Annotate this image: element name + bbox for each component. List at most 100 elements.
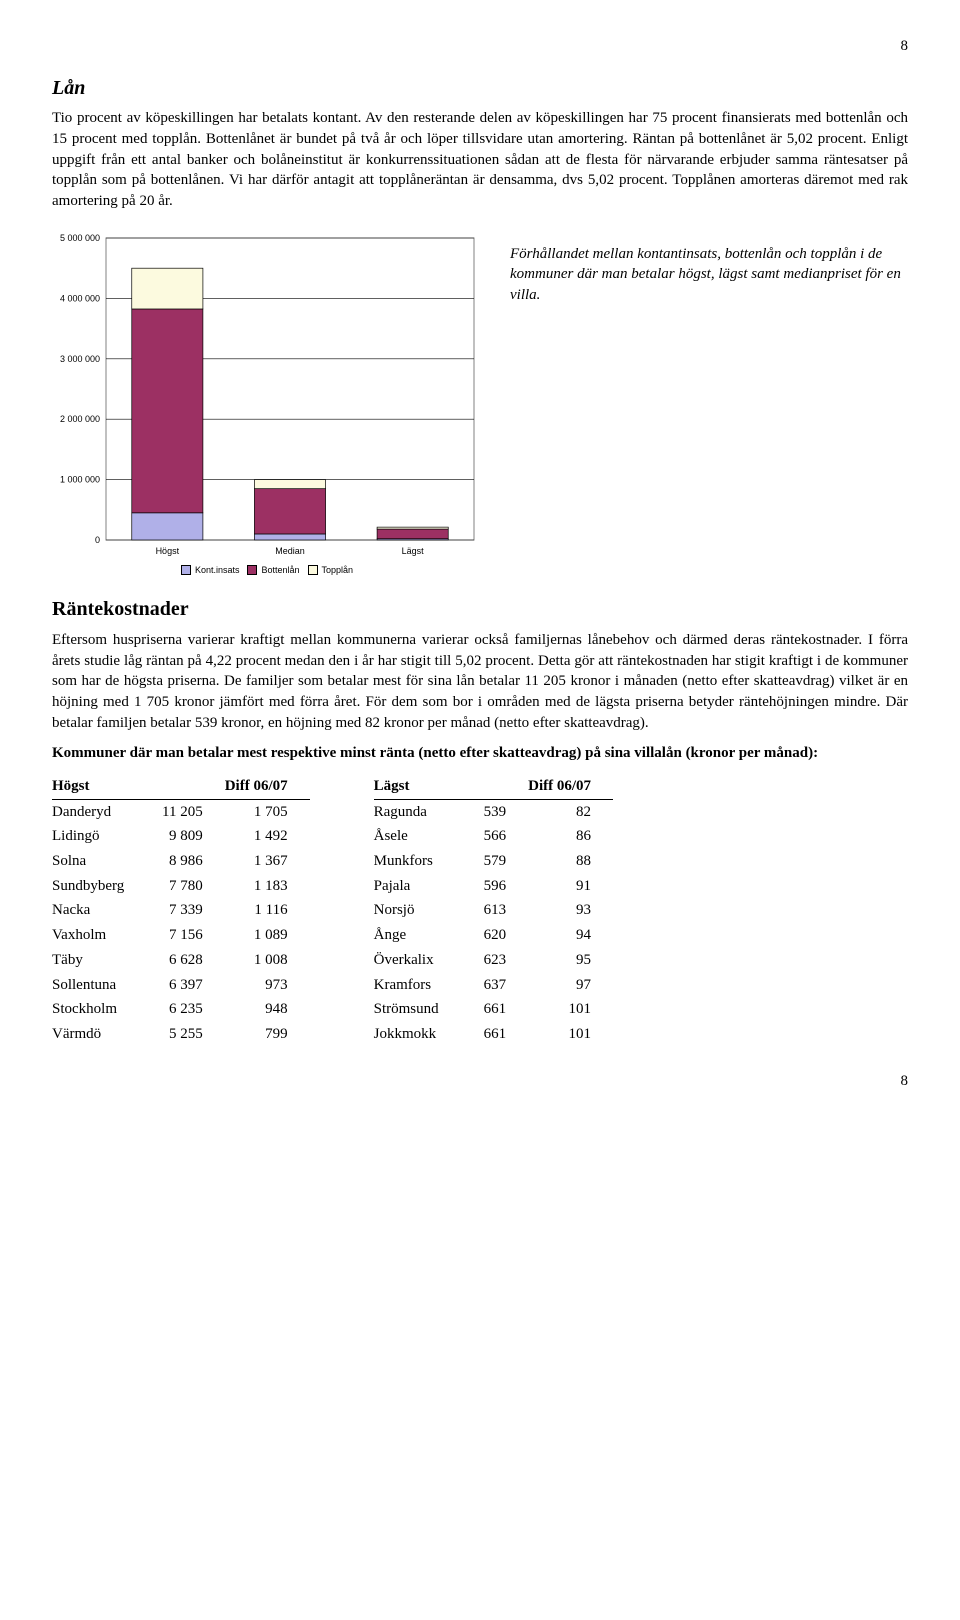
table-cell: 5 255: [162, 1022, 225, 1047]
table-header: Lägst: [374, 774, 484, 799]
section-body-lan: Tio procent av köpeskillingen har betala…: [52, 108, 908, 211]
legend-label: Kont.insats: [195, 564, 240, 576]
table-row: Ragunda53982: [374, 799, 613, 824]
legend-item: Kont.insats: [181, 564, 240, 576]
table-cell: 566: [484, 824, 529, 849]
table-cell: 7 156: [162, 923, 225, 948]
table-cell: Ånge: [374, 923, 484, 948]
table-header: [162, 774, 225, 799]
table-cell: Täby: [52, 948, 162, 973]
table-header: [484, 774, 529, 799]
svg-text:4 000 000: 4 000 000: [60, 293, 100, 303]
table-row: Sollentuna6 397973: [52, 973, 310, 998]
table-row: Täby6 6281 008: [52, 948, 310, 973]
svg-text:2 000 000: 2 000 000: [60, 414, 100, 424]
table-cell: 95: [528, 948, 613, 973]
table-cell: 948: [225, 997, 310, 1022]
table-cell: Överkalix: [374, 948, 484, 973]
table-lowest: LägstDiff 06/07Ragunda53982Åsele56686Mun…: [374, 774, 613, 1047]
table-cell: Sollentuna: [52, 973, 162, 998]
table-row: Åsele56686: [374, 824, 613, 849]
table-header: Diff 06/07: [225, 774, 310, 799]
chart-legend: Kont.insats Bottenlån Topplån: [52, 564, 482, 579]
chart-container: 0 1 000 000 2 000 000 3 000 000 4 000 000 5 0…: [52, 230, 482, 579]
svg-text:3 000 000: 3 000 000: [60, 354, 100, 364]
table-cell: 6 397: [162, 973, 225, 998]
table-row: Vaxholm7 1561 089: [52, 923, 310, 948]
table-cell: Lidingö: [52, 824, 162, 849]
table-cell: Stockholm: [52, 997, 162, 1022]
table-cell: 97: [528, 973, 613, 998]
table-cell: 623: [484, 948, 529, 973]
table-row: Sundbyberg7 7801 183: [52, 874, 310, 899]
chart-and-caption-row: 0 1 000 000 2 000 000 3 000 000 4 000 000 5 0…: [52, 230, 908, 579]
table-cell: 579: [484, 849, 529, 874]
table-row: Munkfors57988: [374, 849, 613, 874]
table-cell: Danderyd: [52, 799, 162, 824]
legend-label: Bottenlån: [261, 564, 299, 576]
svg-text:Lägst: Lägst: [402, 546, 425, 556]
table-cell: 661: [484, 1022, 529, 1047]
table-cell: 8 986: [162, 849, 225, 874]
table-cell: 6 235: [162, 997, 225, 1022]
table-cell: 88: [528, 849, 613, 874]
table-cell: Åsele: [374, 824, 484, 849]
table-row: Värmdö5 255799: [52, 1022, 310, 1047]
table-cell: 93: [528, 898, 613, 923]
table-cell: 101: [528, 997, 613, 1022]
table-row: Pajala59691: [374, 874, 613, 899]
table-header: Diff 06/07: [528, 774, 613, 799]
table-cell: 6 628: [162, 948, 225, 973]
table-cell: 1 008: [225, 948, 310, 973]
table-cell: Ragunda: [374, 799, 484, 824]
loan-composition-chart: 0 1 000 000 2 000 000 3 000 000 4 000 000 5 0…: [52, 230, 482, 560]
legend-swatch: [247, 565, 257, 575]
table-cell: Munkfors: [374, 849, 484, 874]
table-cell: Värmdö: [52, 1022, 162, 1047]
svg-text:1 000 000: 1 000 000: [60, 474, 100, 484]
table-row: Solna8 9861 367: [52, 849, 310, 874]
table-cell: 1 116: [225, 898, 310, 923]
table-row: Strömsund661101: [374, 997, 613, 1022]
chart-caption: Förhållandet mellan kontantinsats, botte…: [510, 230, 908, 306]
table-highest: Högst Diff 06/07Danderyd11 2051 705Liding…: [52, 774, 310, 1047]
table-cell: 799: [225, 1022, 310, 1047]
table-cell: 7 780: [162, 874, 225, 899]
svg-text:0: 0: [95, 535, 100, 545]
section-body-ranta: Eftersom huspriserna varierar kraftigt m…: [52, 630, 908, 733]
table-row: Ånge62094: [374, 923, 613, 948]
svg-text:Högst: Högst: [156, 546, 180, 556]
table-cell: 1 089: [225, 923, 310, 948]
legend-swatch: [308, 565, 318, 575]
table-cell: Sundbyberg: [52, 874, 162, 899]
table-cell: 86: [528, 824, 613, 849]
table-row: Jokkmokk661101: [374, 1022, 613, 1047]
table-cell: 91: [528, 874, 613, 899]
tables-row: HögstDiff 06/07Danderyd11 2051 705Liding…: [52, 774, 908, 1047]
table-header: Högst: [52, 774, 162, 799]
legend-label: Topplån: [322, 564, 354, 576]
page-number-bottom: 8: [52, 1071, 908, 1092]
table-row: Nacka7 3391 116: [52, 898, 310, 923]
table-row: Danderyd11 2051 705: [52, 799, 310, 824]
table-cell: 82: [528, 799, 613, 824]
table-cell: 101: [528, 1022, 613, 1047]
table-cell: 1 367: [225, 849, 310, 874]
table-cell: Jokkmokk: [374, 1022, 484, 1047]
table-cell: 620: [484, 923, 529, 948]
table-row: Lidingö9 8091 492: [52, 824, 310, 849]
table-cell: 596: [484, 874, 529, 899]
legend-item: Bottenlån: [247, 564, 299, 576]
table-cell: Kramfors: [374, 973, 484, 998]
table-cell: 1 492: [225, 824, 310, 849]
table-row: Norsjö61393: [374, 898, 613, 923]
legend-swatch: [181, 565, 191, 575]
table-row: Kramfors63797: [374, 973, 613, 998]
table-cell: 1 705: [225, 799, 310, 824]
svg-text:5 000 000: 5 000 000: [60, 233, 100, 243]
legend-item: Topplån: [308, 564, 354, 576]
table-row: Stockholm6 235948: [52, 997, 310, 1022]
table-row: Överkalix62395: [374, 948, 613, 973]
section-heading-ranta: Räntekostnader: [52, 596, 908, 624]
section-heading-lan: Lån: [52, 75, 908, 103]
